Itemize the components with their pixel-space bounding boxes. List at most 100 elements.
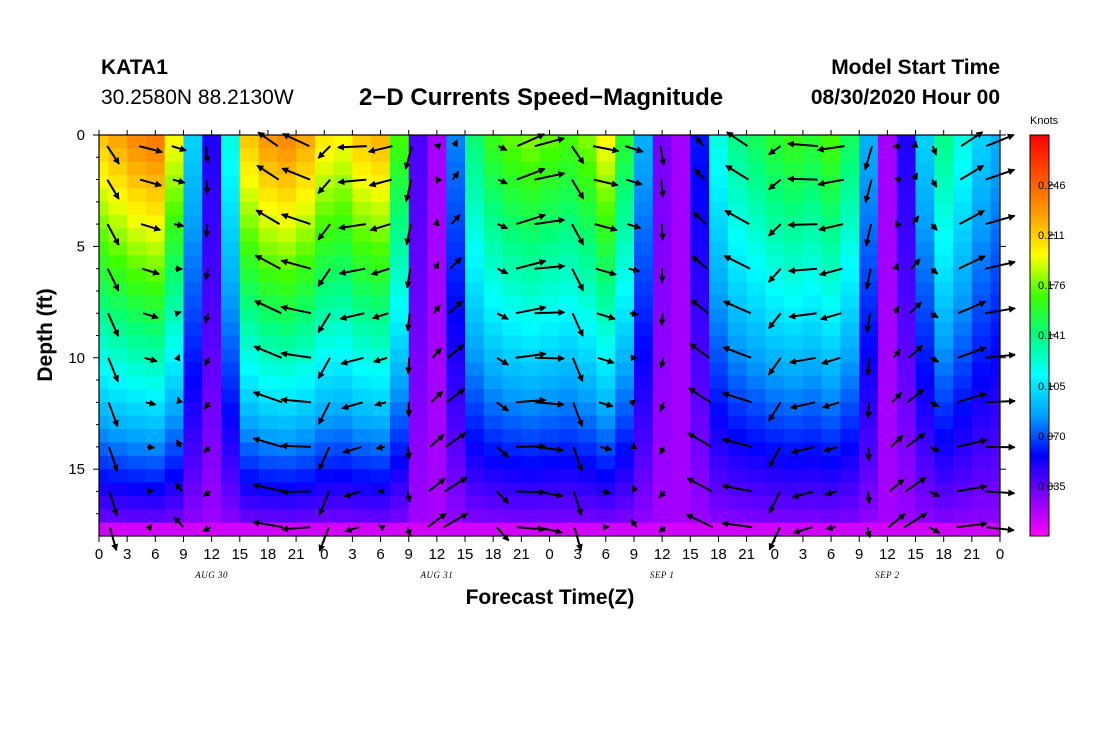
heatmap-cell [202, 135, 222, 149]
heatmap-cell [296, 442, 316, 457]
heatmap-cell [765, 482, 785, 497]
heatmap-cell [690, 241, 710, 256]
heatmap-cell [108, 308, 128, 323]
heatmap-cell [540, 268, 560, 283]
heatmap-cell [239, 402, 260, 417]
heatmap-cell [465, 188, 485, 203]
current-vector [768, 145, 782, 156]
current-vector [959, 209, 986, 225]
current-vector [432, 261, 440, 270]
heatmap-cell [314, 308, 335, 323]
heatmap-cell [802, 362, 823, 377]
heatmap-cell [633, 322, 654, 337]
heatmap-cell [671, 295, 691, 310]
heatmap-cell [258, 308, 278, 323]
heatmap-cell [784, 282, 804, 296]
heatmap-cell [371, 282, 391, 296]
heatmap-cell [915, 175, 935, 190]
heatmap-cell [990, 429, 1000, 444]
heatmap-cell [821, 455, 842, 470]
heatmap-cell [127, 175, 147, 190]
heatmap-cell [577, 215, 598, 230]
heatmap-cell [690, 201, 710, 216]
heatmap-cell [840, 335, 860, 350]
heatmap-cell [558, 429, 579, 444]
heatmap-cell [221, 455, 241, 470]
heatmap-cell [465, 255, 485, 270]
heatmap-cell [127, 495, 147, 510]
heatmap-cell [765, 282, 785, 296]
heatmap-cell [690, 429, 710, 444]
heatmap-cell [727, 282, 748, 296]
heatmap-cell [221, 495, 241, 510]
x-tick-label: 6 [602, 546, 610, 563]
heatmap-cell [859, 348, 879, 363]
station-coordinates: 30.2580N 88.2130W [101, 86, 294, 109]
heatmap-cell [427, 375, 447, 390]
current-vector [930, 311, 939, 319]
heatmap-cell [802, 135, 823, 149]
heatmap-cell [408, 388, 429, 403]
heatmap-cell [765, 415, 785, 430]
heatmap-cell [596, 322, 616, 337]
heatmap-cell [633, 375, 654, 390]
current-vector [688, 387, 711, 404]
heatmap-cell [164, 388, 185, 403]
heatmap-cell [521, 509, 541, 524]
heatmap-cell [877, 522, 898, 536]
heatmap-cell [671, 135, 691, 149]
heatmap-cell [859, 415, 879, 430]
heatmap-cell [108, 388, 128, 403]
x-tick-label: 6 [827, 546, 835, 563]
heatmap-cell [859, 335, 879, 350]
heatmap-cell [352, 482, 372, 497]
heatmap-cell [934, 215, 954, 230]
heatmap-cell [727, 188, 748, 203]
heatmap-cell [352, 241, 372, 256]
heatmap-cell [239, 175, 260, 190]
heatmap-cell [127, 415, 147, 430]
current-vector [107, 312, 120, 338]
heatmap-cell [145, 135, 166, 149]
colorbar-tick-label: 0.141 [1038, 330, 1066, 342]
heatmap-cell [596, 335, 616, 350]
heatmap-cell [709, 201, 729, 216]
heatmap-cell [746, 201, 766, 216]
current-vector [253, 299, 282, 315]
current-vector [367, 145, 393, 154]
heatmap-cell [333, 402, 354, 417]
heatmap-cell [352, 215, 372, 230]
heatmap-cell [690, 415, 710, 430]
heatmap-cell [408, 228, 429, 243]
heatmap-cell [896, 282, 917, 296]
heatmap-cell [99, 268, 109, 283]
heatmap-cell [934, 429, 954, 444]
heatmap-cell [465, 469, 485, 484]
heatmap-cell [202, 322, 222, 337]
current-vector [819, 312, 842, 321]
heatmap-cell [258, 348, 278, 363]
heatmap-cell [990, 188, 1000, 203]
heatmap-cell [408, 188, 429, 203]
heatmap-cell [408, 148, 429, 163]
heatmap-cell [314, 415, 335, 430]
heatmap-cell [446, 415, 466, 430]
heatmap-cell [596, 522, 616, 536]
current-vector [599, 444, 613, 452]
heatmap-cell [352, 188, 372, 203]
heatmap-cell [802, 415, 823, 430]
heatmap-cell [934, 522, 954, 536]
heatmap-cell [990, 148, 1000, 163]
current-vector [337, 178, 367, 186]
heatmap-cell [183, 509, 203, 524]
heatmap-cell [333, 415, 354, 430]
heatmap-cell [108, 455, 128, 470]
heatmap-cell [671, 388, 691, 403]
current-vector [906, 388, 925, 404]
heatmap-cell [596, 415, 616, 430]
heatmap-cell [802, 469, 823, 484]
current-vector [789, 401, 816, 410]
heatmap-cell [896, 268, 917, 283]
heatmap-cell [990, 522, 1000, 536]
heatmap-cell [971, 215, 992, 230]
